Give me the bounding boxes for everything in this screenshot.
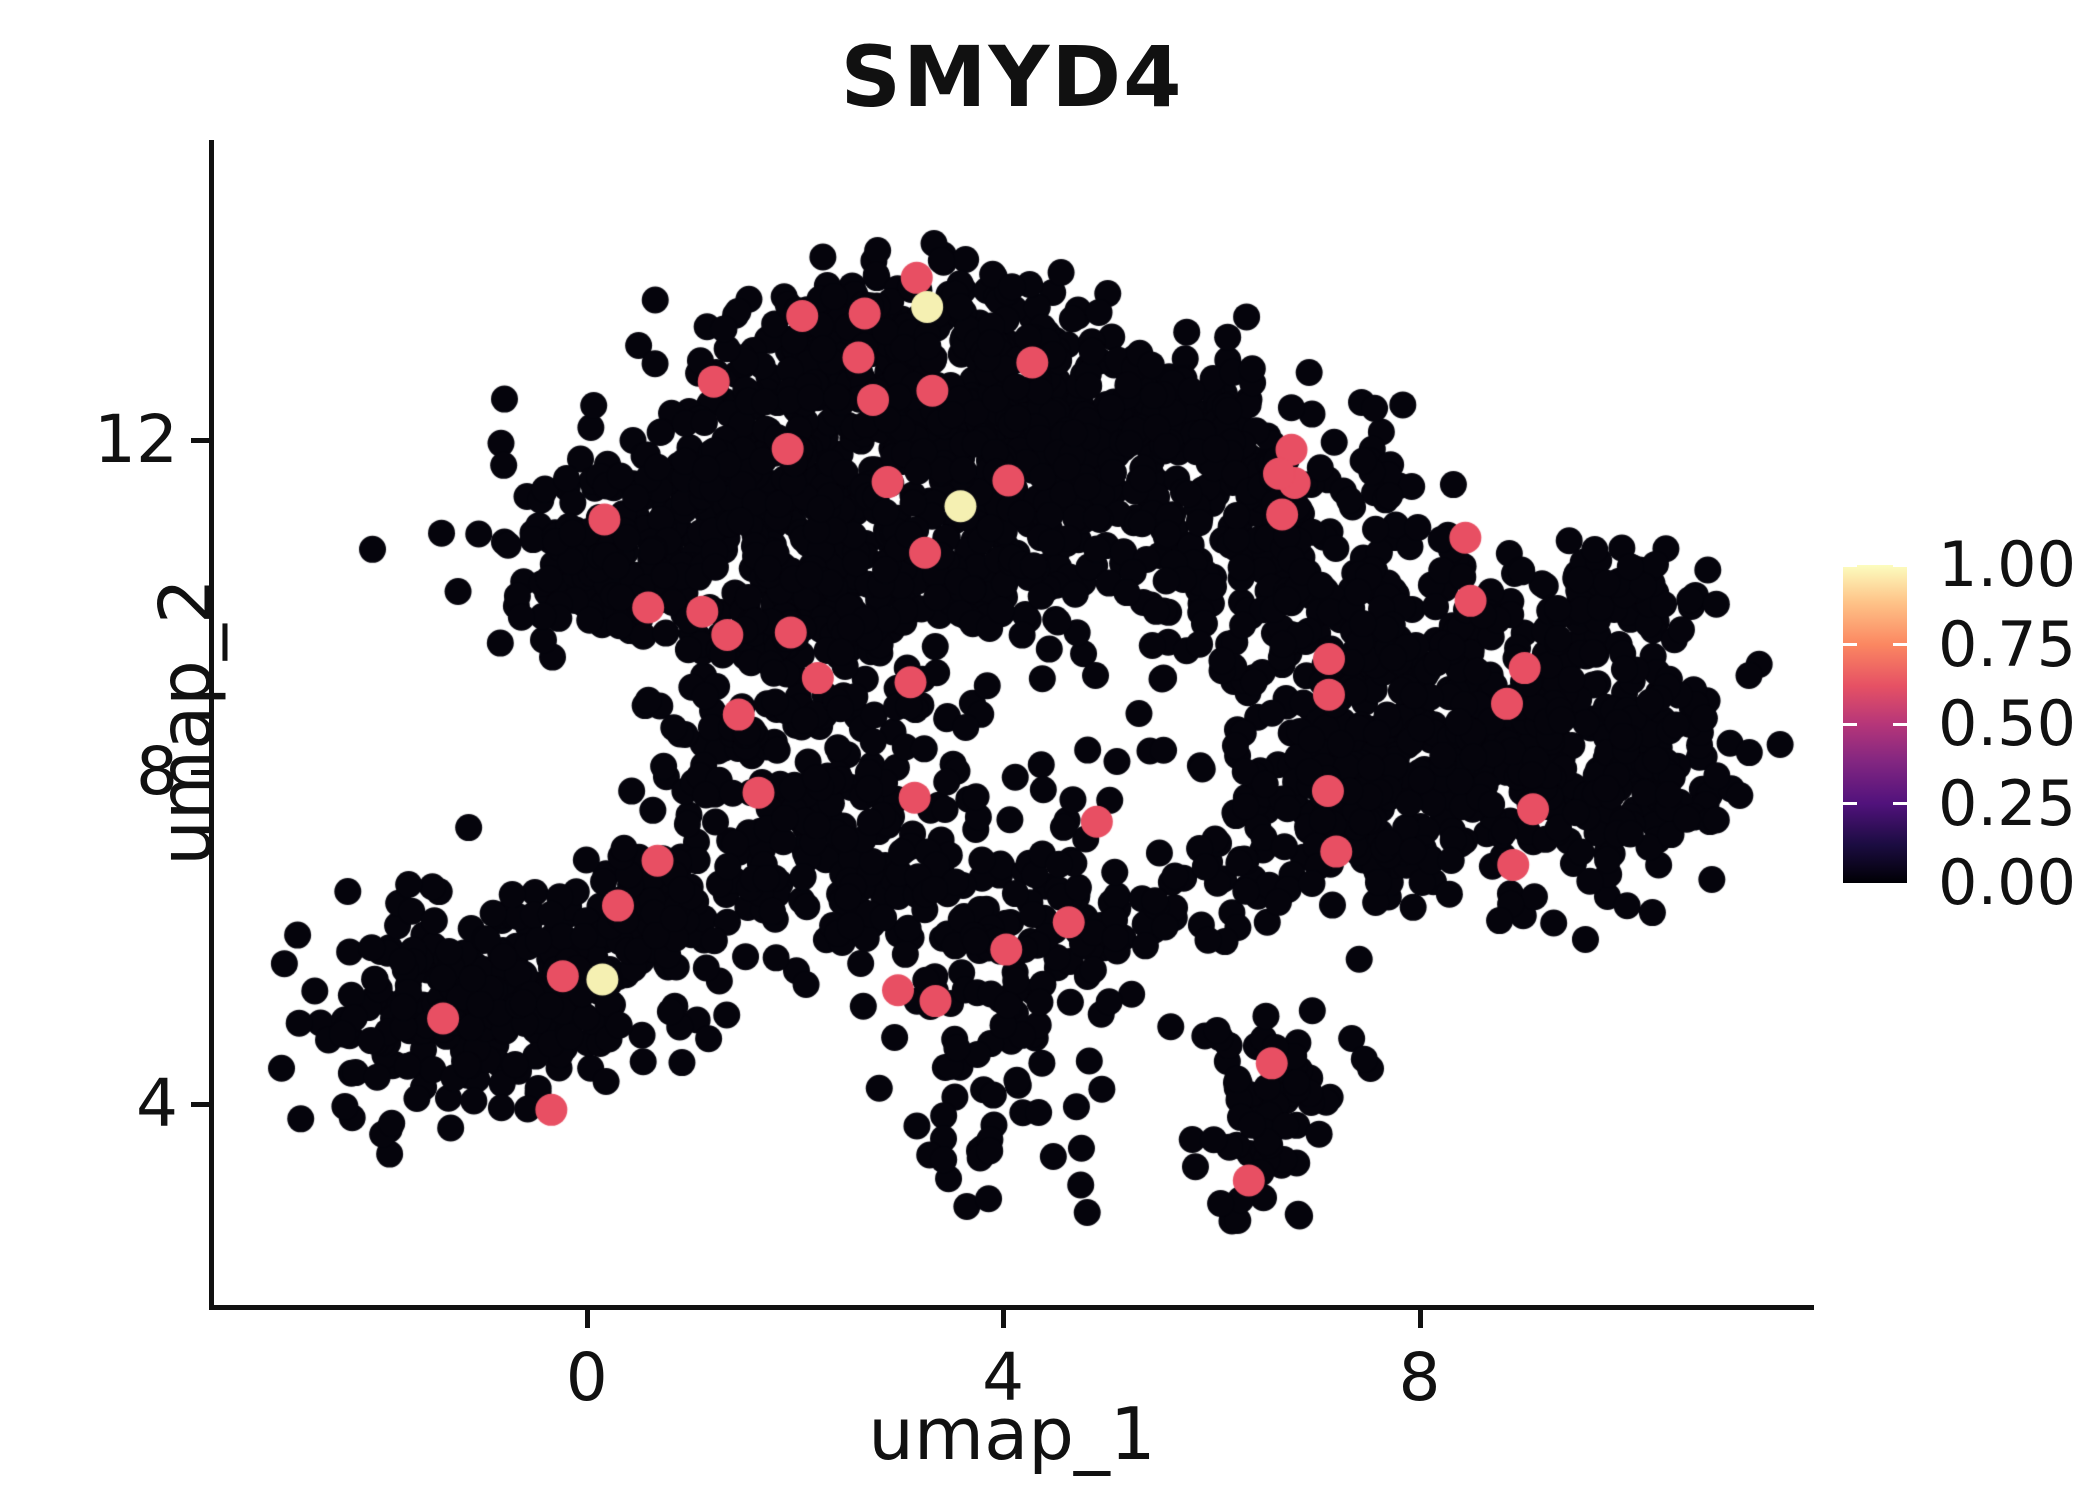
y-tick-8-label: 8 xyxy=(136,732,178,810)
y-axis-title: umap_2 xyxy=(143,578,228,866)
x-tick-0-mark xyxy=(584,1310,590,1328)
y-tick-8-mark xyxy=(191,769,209,775)
y-tick-12-label: 12 xyxy=(94,400,178,478)
y-tick-4-mark xyxy=(191,1102,209,1108)
colorbar xyxy=(1843,563,1907,883)
colorbar-tick-0.50 xyxy=(1843,722,1857,726)
x-tick-4-mark xyxy=(1001,1310,1007,1328)
colorbar-tick-0.75 xyxy=(1893,643,1907,646)
y-tick-4-label: 4 xyxy=(136,1065,178,1143)
y-tick-12-mark xyxy=(191,437,209,443)
colorbar-label-1.00: 1.00 xyxy=(1938,528,2077,601)
colorbar-tick-0.50 xyxy=(1893,722,1907,726)
colorbar-tick-1.00 xyxy=(1843,563,1857,567)
colorbar-label-0.00: 0.00 xyxy=(1938,846,2077,919)
colorbar-label-0.50: 0.50 xyxy=(1938,687,2077,760)
colorbar-label-0.25: 0.25 xyxy=(1938,766,2077,840)
x-tick-8-mark xyxy=(1417,1310,1423,1328)
colorbar-label-0.75: 0.75 xyxy=(1938,607,2077,681)
x-tick-0-label: 0 xyxy=(565,1339,608,1416)
colorbar-tick-1.00 xyxy=(1893,563,1907,567)
x-tick-4-label: 4 xyxy=(982,1339,1025,1416)
y-axis-line xyxy=(209,140,214,1310)
x-axis-title: umap_1 xyxy=(868,1392,1156,1476)
colorbar-tick-0.25 xyxy=(1893,802,1907,805)
x-tick-8-label: 8 xyxy=(1398,1339,1441,1416)
x-axis-line xyxy=(209,1305,1814,1310)
plot-title: SMYD4 xyxy=(840,28,1184,126)
colorbar-tick-0.25 xyxy=(1843,802,1857,805)
colorbar-tick-0.75 xyxy=(1843,643,1857,646)
